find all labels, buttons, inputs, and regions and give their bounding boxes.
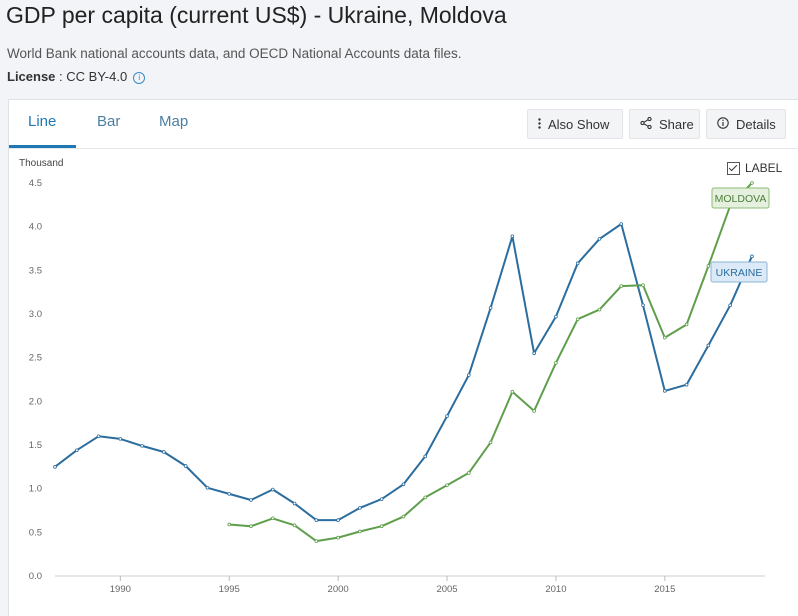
page-title: GDP per capita (current US$) - Ukraine, …: [6, 2, 507, 28]
label-toggle[interactable]: LABEL: [727, 161, 782, 175]
license-value: : CC BY-4.0: [55, 69, 128, 84]
details-button[interactable]: Details: [706, 109, 786, 139]
active-tab-indicator: [9, 145, 76, 148]
tab-map[interactable]: Map: [159, 113, 189, 130]
tab-divider: [9, 148, 798, 149]
share-button[interactable]: Share: [629, 109, 700, 139]
details-label: Details: [736, 116, 776, 132]
label-checkbox[interactable]: [727, 161, 740, 175]
license-line: License : CC BY-4.0 i: [7, 69, 146, 84]
also-show-button[interactable]: Also Show: [527, 109, 623, 139]
info-icon[interactable]: i: [133, 72, 146, 84]
tab-line[interactable]: Line: [28, 113, 57, 130]
share-label: Share: [659, 116, 694, 132]
source-note: World Bank national accounts data, and O…: [7, 46, 462, 61]
share-icon: [640, 116, 652, 132]
info-circle-icon: [717, 116, 729, 132]
label-toggle-text: LABEL: [745, 161, 783, 175]
tab-bar[interactable]: Bar: [97, 113, 121, 130]
chart-card: Line Bar Map Also Show Share Details: [8, 99, 798, 616]
also-show-label: Also Show: [548, 116, 610, 132]
more-vertical-icon: [538, 117, 541, 132]
license-label: License: [7, 69, 56, 84]
